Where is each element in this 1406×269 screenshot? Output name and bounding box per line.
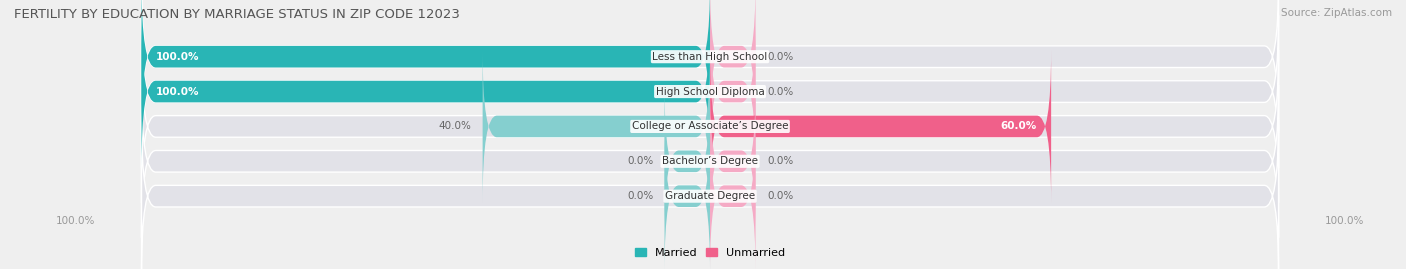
Text: Less than High School: Less than High School <box>652 52 768 62</box>
FancyBboxPatch shape <box>142 15 1278 168</box>
Text: College or Associate’s Degree: College or Associate’s Degree <box>631 121 789 132</box>
FancyBboxPatch shape <box>142 0 1278 133</box>
FancyBboxPatch shape <box>710 85 755 238</box>
Text: Bachelor’s Degree: Bachelor’s Degree <box>662 156 758 166</box>
FancyBboxPatch shape <box>665 120 710 269</box>
Text: High School Diploma: High School Diploma <box>655 87 765 97</box>
Text: 100.0%: 100.0% <box>56 215 96 226</box>
Text: 0.0%: 0.0% <box>627 156 654 166</box>
FancyBboxPatch shape <box>142 85 1278 238</box>
FancyBboxPatch shape <box>710 15 755 168</box>
FancyBboxPatch shape <box>710 50 1052 203</box>
Text: FERTILITY BY EDUCATION BY MARRIAGE STATUS IN ZIP CODE 12023: FERTILITY BY EDUCATION BY MARRIAGE STATU… <box>14 8 460 21</box>
Text: 0.0%: 0.0% <box>766 156 793 166</box>
Text: 100.0%: 100.0% <box>156 52 200 62</box>
FancyBboxPatch shape <box>142 0 710 133</box>
Text: 40.0%: 40.0% <box>439 121 471 132</box>
Text: 0.0%: 0.0% <box>766 52 793 62</box>
FancyBboxPatch shape <box>710 120 755 269</box>
Text: 0.0%: 0.0% <box>766 87 793 97</box>
FancyBboxPatch shape <box>142 120 1278 269</box>
Text: 0.0%: 0.0% <box>627 191 654 201</box>
Text: 100.0%: 100.0% <box>156 87 200 97</box>
FancyBboxPatch shape <box>142 50 1278 203</box>
Text: 60.0%: 60.0% <box>1001 121 1038 132</box>
Text: 100.0%: 100.0% <box>1324 215 1364 226</box>
FancyBboxPatch shape <box>142 15 710 168</box>
Legend: Married, Unmarried: Married, Unmarried <box>630 243 790 262</box>
FancyBboxPatch shape <box>710 0 755 133</box>
FancyBboxPatch shape <box>482 50 710 203</box>
Text: 0.0%: 0.0% <box>766 191 793 201</box>
Text: Graduate Degree: Graduate Degree <box>665 191 755 201</box>
FancyBboxPatch shape <box>665 85 710 238</box>
Text: Source: ZipAtlas.com: Source: ZipAtlas.com <box>1281 8 1392 18</box>
